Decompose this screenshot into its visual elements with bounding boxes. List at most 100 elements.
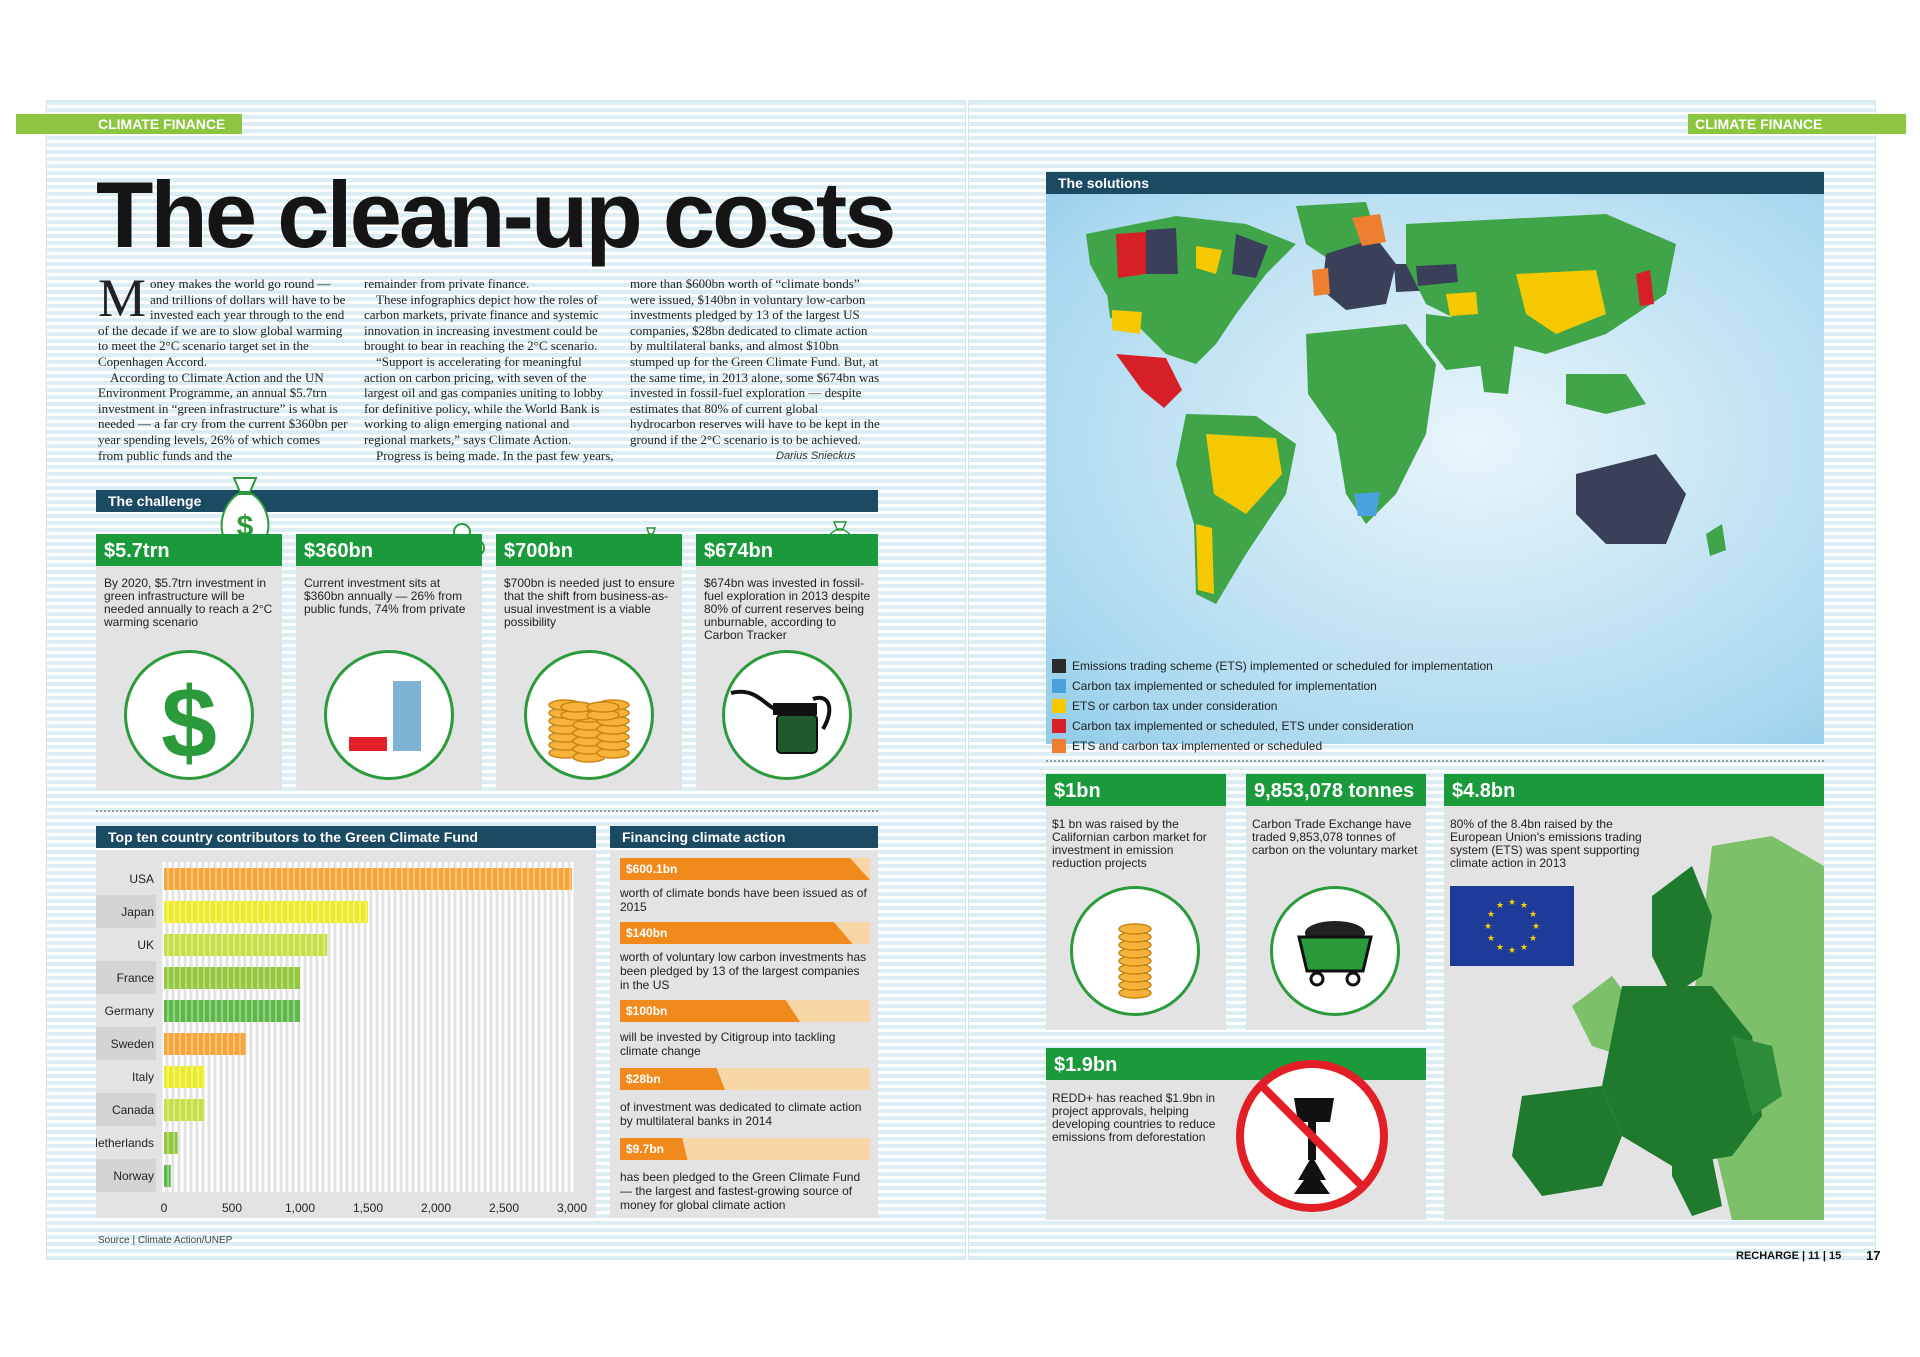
challenge-card-text: By 2020, $5.7trn investment in green inf… xyxy=(104,576,273,629)
svg-text:$: $ xyxy=(161,667,217,777)
coin-stacks xyxy=(548,699,630,763)
contributors-title-bar: Top ten country contributors to the Gree… xyxy=(96,826,596,848)
solution-card-value: $4.8bn xyxy=(1444,774,1824,806)
intro-column-3: more than $600bn worth of “climate bonds… xyxy=(630,276,880,448)
legend-item: ETS and carbon tax implemented or schedu… xyxy=(1052,738,1322,754)
section-tag-right: CLIMATE FINANCE xyxy=(1688,114,1906,134)
coins-icon xyxy=(1070,886,1200,1016)
svg-text:★: ★ xyxy=(1520,943,1528,953)
solutions-title: The solutions xyxy=(1058,175,1149,191)
financing-title-bar: Financing climate action xyxy=(610,826,878,848)
svg-text:★: ★ xyxy=(1496,901,1504,911)
legend-label: Carbon tax implemented or scheduled for … xyxy=(1072,679,1377,693)
row-band xyxy=(96,961,156,994)
dropcap: M xyxy=(98,268,147,328)
legend-item: Emissions trading scheme (ETS) implement… xyxy=(1052,658,1493,674)
intro-paragraph: oney makes the world go round — and tril… xyxy=(98,276,346,369)
financing-bar: $100bn xyxy=(620,1000,870,1022)
svg-text:★: ★ xyxy=(1484,922,1492,932)
financing-bar-fill: $140bn xyxy=(620,922,853,944)
category-label: Japan xyxy=(121,905,154,919)
world-map-illustration xyxy=(1086,202,1726,604)
x-tick-label: 2,500 xyxy=(489,1201,519,1215)
category-label: UK xyxy=(137,938,154,952)
legend-item: Carbon tax implemented or scheduled for … xyxy=(1052,678,1377,694)
challenge-card-value: $5.7trn xyxy=(96,534,282,566)
financing-bar: $9.7bn xyxy=(620,1138,870,1160)
x-tick-label: 1,500 xyxy=(353,1201,383,1215)
challenge-card-value: $700bn xyxy=(496,534,682,566)
category-label: Germany xyxy=(105,1004,154,1018)
solution-card-text: 80% of the 8.4bn raised by the European … xyxy=(1450,817,1642,870)
bar-netherlands xyxy=(164,1132,178,1154)
x-tick-label: 1,000 xyxy=(285,1201,315,1215)
divider xyxy=(1046,760,1824,762)
legend-swatch xyxy=(1052,739,1066,753)
financing-panel: $600.1bn worth of climate bonds have bee… xyxy=(610,850,878,1218)
financing-bar: $600.1bn xyxy=(620,858,870,880)
x-tick-label: 0 xyxy=(161,1201,168,1215)
challenge-title: The challenge xyxy=(108,493,202,509)
financing-title: Financing climate action xyxy=(622,829,786,845)
coin xyxy=(1118,923,1152,935)
challenge-title-bar: The challenge xyxy=(96,490,878,512)
bar-uk xyxy=(164,934,328,956)
x-tick-label: 500 xyxy=(222,1201,242,1215)
legend-label: Emissions trading scheme (ETS) implement… xyxy=(1072,659,1493,673)
legend-swatch xyxy=(1052,699,1066,713)
row-band xyxy=(96,1093,156,1126)
world-map xyxy=(1046,194,1824,744)
intro-paragraph: These infographics depict how the roles … xyxy=(364,291,599,354)
bar-norway xyxy=(164,1165,171,1187)
folio-page-number: 17 xyxy=(1866,1248,1881,1263)
coin xyxy=(586,701,620,713)
legend-label: ETS or carbon tax under consideration xyxy=(1072,699,1278,713)
svg-text:★: ★ xyxy=(1496,943,1504,953)
svg-text:★: ★ xyxy=(1508,898,1516,908)
solution-card-text: $1 bn was raised by the Californian carb… xyxy=(1052,817,1207,870)
financing-text: worth of climate bonds have been issued … xyxy=(620,886,867,914)
europe-map xyxy=(1512,836,1824,1220)
svg-text:★: ★ xyxy=(1532,922,1540,932)
financing-bar-fill: $28bn xyxy=(620,1068,725,1090)
divider xyxy=(96,810,878,812)
category-label: Sweden xyxy=(111,1037,154,1051)
financing-bar: $28bn xyxy=(620,1068,870,1090)
svg-text:★: ★ xyxy=(1487,934,1495,944)
row-band xyxy=(96,895,156,928)
solutions-title-bar: The solutions xyxy=(1046,172,1824,194)
svg-text:★: ★ xyxy=(1529,910,1537,920)
bar-italy xyxy=(164,1066,205,1088)
challenge-card-value: $360bn xyxy=(296,534,482,566)
intro-paragraph: “Support is accelerating for meaningful … xyxy=(364,353,604,447)
financing-text: has been pledged to the Green Climate Fu… xyxy=(620,1170,861,1212)
row-band xyxy=(96,1159,156,1192)
solution-card-value: $1bn xyxy=(1046,774,1226,806)
contributors-title: Top ten country contributors to the Gree… xyxy=(108,829,478,845)
financing-text: will be invested by Citigroup into tackl… xyxy=(620,1030,836,1058)
byline: Darius Snieckus xyxy=(776,450,856,462)
svg-text:★: ★ xyxy=(1487,910,1495,920)
category-label: France xyxy=(117,971,155,985)
bar-chart-icon xyxy=(324,650,454,780)
legend-swatch xyxy=(1052,719,1066,733)
contributors-chart: USA Japan UK France Germany Sweden Italy Canada… xyxy=(89,862,587,1215)
challenge-card-text: $674bn was invested in fossil-fuel explo… xyxy=(704,576,871,642)
section-tag-left: CLIMATE FINANCE xyxy=(16,114,242,134)
solution-card-text: Carbon Trade Exchange have traded 9,853,… xyxy=(1252,817,1418,857)
oil-can-icon xyxy=(722,650,852,780)
category-label: Italy xyxy=(132,1070,154,1084)
intro-paragraph: more than $600bn worth of “climate bonds… xyxy=(630,276,880,447)
financing-bar-fill: $9.7bn xyxy=(620,1138,688,1160)
solution-card-text: REDD+ has reached $1.9bn in project appr… xyxy=(1052,1091,1216,1144)
financing-bar-fill: $100bn xyxy=(620,1000,800,1022)
bar-sweden xyxy=(164,1033,246,1055)
no-deforestation-icon xyxy=(1234,1058,1390,1214)
contributors-chart-panel: USA Japan UK France Germany Sweden Italy Canada… xyxy=(89,850,596,1218)
intro-paragraph: Progress is being made. In the past few … xyxy=(376,447,614,463)
intro-paragraph: remainder from private finance. xyxy=(364,276,530,291)
bar-usa xyxy=(164,868,572,890)
legend-label: Carbon tax implemented or scheduled, ETS… xyxy=(1072,719,1414,733)
legend-label: ETS and carbon tax implemented or schedu… xyxy=(1072,739,1323,753)
